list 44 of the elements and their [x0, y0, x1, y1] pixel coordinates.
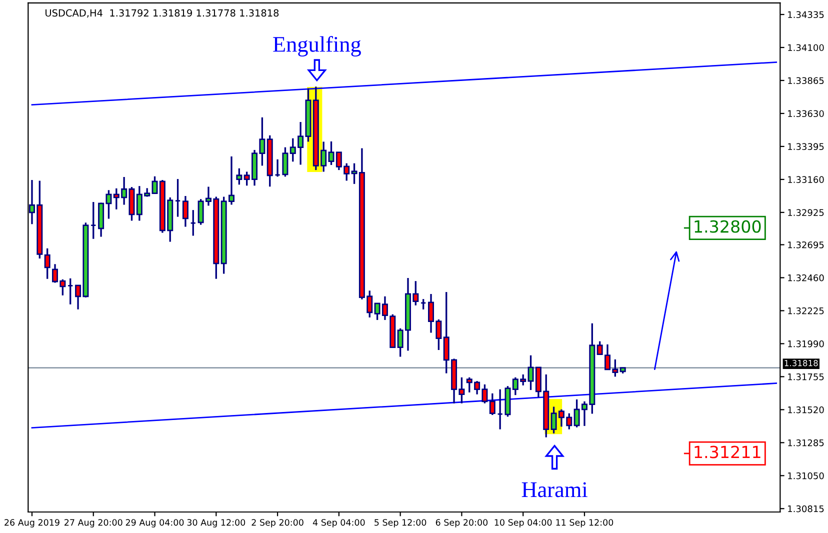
y-tick-label: 1.31990	[788, 340, 824, 348]
y-tick-label: 1.33395	[788, 143, 824, 150]
x-tick-label: 27 Aug 20:00	[64, 519, 122, 528]
x-tick-label: 29 Aug 04:00	[126, 519, 184, 528]
y-tick-label: 1.31285	[788, 439, 824, 446]
ref-line-label: 1.31818	[784, 360, 818, 366]
candlestick	[236, 168, 242, 186]
y-tick-label: 1.32695	[788, 241, 824, 248]
candlestick	[182, 195, 188, 228]
y-tick-label: 1.32225	[788, 307, 824, 314]
text: USDCAD,H4 1.31792 1.31819 1.31778 1.31818	[46, 9, 279, 18]
candlestick	[420, 298, 426, 310]
y-tick-label: 1.33160	[788, 176, 824, 183]
candlestick	[497, 388, 504, 430]
candlestick	[489, 392, 496, 416]
x-tick-label: 11 Sep 12:00	[556, 519, 614, 528]
x-tick-label: 10 Sep 04:00	[494, 519, 552, 528]
y-tick-label: 1.34100	[788, 44, 824, 52]
candlestick	[174, 178, 181, 218]
candlestick	[67, 278, 74, 306]
annotation: 1.32800	[694, 220, 761, 233]
y-tick-label: 1.31050	[788, 472, 824, 480]
y-tick-label: 1.33865	[788, 77, 824, 84]
y-tick-label: 1.31520	[788, 406, 824, 414]
x-tick-label: 4 Sep 04:00	[312, 519, 365, 528]
x-tick-label: 26 Aug 2019	[4, 519, 60, 528]
y-tick-label: 1.34335	[788, 11, 824, 18]
y-tick-label: 1.32925	[788, 209, 824, 216]
x-tick-label: 5 Sep 12:00	[374, 519, 426, 528]
candlestick	[44, 248, 50, 280]
x-tick-label: 30 Aug 12:00	[187, 519, 246, 528]
candlestick	[274, 158, 281, 178]
x-tick-label: 6 Sep 20:00	[436, 519, 488, 528]
y-tick-label: 1.30815	[788, 505, 824, 512]
y-tick-label: 1.33630	[788, 110, 824, 118]
candlestick	[90, 201, 96, 240]
annotation: Harami	[522, 482, 588, 498]
candlestick	[282, 146, 288, 178]
annotation: Engulfing	[273, 36, 361, 56]
annotation: 1.31211	[694, 446, 760, 458]
x-tick-label: 2 Sep 20:00	[252, 519, 304, 528]
y-tick-label: 1.31755	[788, 373, 824, 380]
y-tick-label: 1.32460	[788, 274, 824, 282]
candlestick	[190, 209, 196, 237]
